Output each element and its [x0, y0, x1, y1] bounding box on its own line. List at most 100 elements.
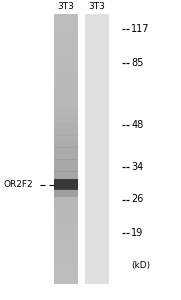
Bar	[54, 106, 78, 108]
Bar	[54, 123, 78, 126]
Bar	[54, 196, 78, 197]
Bar	[54, 216, 78, 217]
Bar	[54, 28, 78, 30]
Bar	[54, 68, 78, 69]
Bar	[54, 188, 78, 189]
Bar	[54, 157, 78, 160]
Bar	[54, 132, 78, 134]
Bar	[54, 247, 78, 248]
Text: OR2F2: OR2F2	[4, 180, 33, 189]
Bar	[54, 204, 78, 205]
Bar	[54, 81, 78, 82]
Bar	[54, 14, 78, 15]
Bar	[54, 269, 78, 270]
Bar	[54, 281, 78, 282]
Bar	[54, 96, 78, 97]
Bar	[54, 97, 78, 98]
Bar	[54, 20, 78, 22]
Bar	[54, 85, 78, 86]
Bar	[54, 271, 78, 273]
Bar	[54, 117, 78, 119]
Bar	[54, 186, 78, 188]
Bar	[54, 118, 78, 121]
Bar	[54, 116, 78, 119]
Bar	[54, 184, 78, 185]
Bar	[54, 177, 78, 178]
Bar	[54, 125, 78, 127]
Bar	[54, 108, 78, 109]
Bar	[54, 89, 78, 90]
Bar	[54, 159, 78, 162]
Bar	[54, 212, 78, 213]
Bar	[54, 115, 78, 116]
Bar	[54, 176, 78, 179]
Bar	[54, 197, 78, 199]
Bar	[54, 275, 78, 277]
Bar	[54, 26, 78, 27]
Bar	[54, 46, 78, 47]
Bar	[54, 109, 78, 112]
Bar	[54, 256, 78, 258]
Bar	[54, 217, 78, 219]
Bar	[54, 179, 78, 190]
Bar	[54, 246, 78, 247]
Bar	[54, 254, 78, 255]
Bar	[54, 88, 78, 89]
Bar	[54, 236, 78, 238]
Text: 48: 48	[131, 119, 144, 130]
Bar	[54, 278, 78, 280]
Bar	[54, 106, 78, 109]
Bar	[54, 59, 78, 61]
Bar	[54, 170, 78, 172]
Bar	[54, 174, 78, 176]
Bar	[54, 61, 78, 62]
Bar	[54, 109, 78, 111]
Bar	[54, 101, 78, 103]
Bar	[54, 140, 78, 142]
Bar	[54, 158, 78, 159]
Bar	[54, 244, 78, 246]
Bar	[54, 169, 78, 170]
Bar	[54, 209, 78, 211]
Bar	[54, 78, 78, 80]
Bar	[54, 282, 78, 284]
Bar	[54, 274, 78, 275]
Bar	[54, 63, 78, 65]
Bar	[54, 166, 78, 167]
Bar	[54, 55, 78, 57]
Bar	[54, 164, 78, 167]
Bar	[54, 199, 78, 200]
Bar	[54, 167, 78, 169]
Bar	[54, 189, 78, 190]
Bar	[54, 155, 78, 157]
Bar	[54, 112, 78, 113]
Bar	[54, 116, 78, 117]
Bar	[54, 152, 78, 154]
Bar	[54, 233, 78, 235]
Bar	[54, 31, 78, 32]
Bar	[54, 230, 78, 231]
Bar	[54, 76, 78, 77]
Bar	[54, 179, 78, 181]
Bar	[54, 194, 78, 196]
Bar	[54, 54, 78, 55]
Bar	[54, 173, 78, 174]
Text: (kD): (kD)	[131, 261, 150, 270]
Text: 85: 85	[131, 58, 144, 68]
Bar	[54, 104, 78, 105]
Bar	[54, 240, 78, 242]
Bar	[54, 138, 78, 139]
Bar	[54, 49, 78, 50]
Bar	[54, 57, 78, 58]
Bar	[54, 80, 78, 81]
Bar	[54, 66, 78, 68]
Bar	[54, 86, 78, 88]
Text: 34: 34	[131, 161, 144, 172]
Bar	[54, 266, 78, 267]
Bar	[54, 250, 78, 251]
Bar	[54, 70, 78, 71]
Bar	[54, 185, 78, 186]
Text: 19: 19	[131, 227, 144, 238]
Bar	[54, 181, 78, 182]
Bar	[54, 171, 78, 174]
